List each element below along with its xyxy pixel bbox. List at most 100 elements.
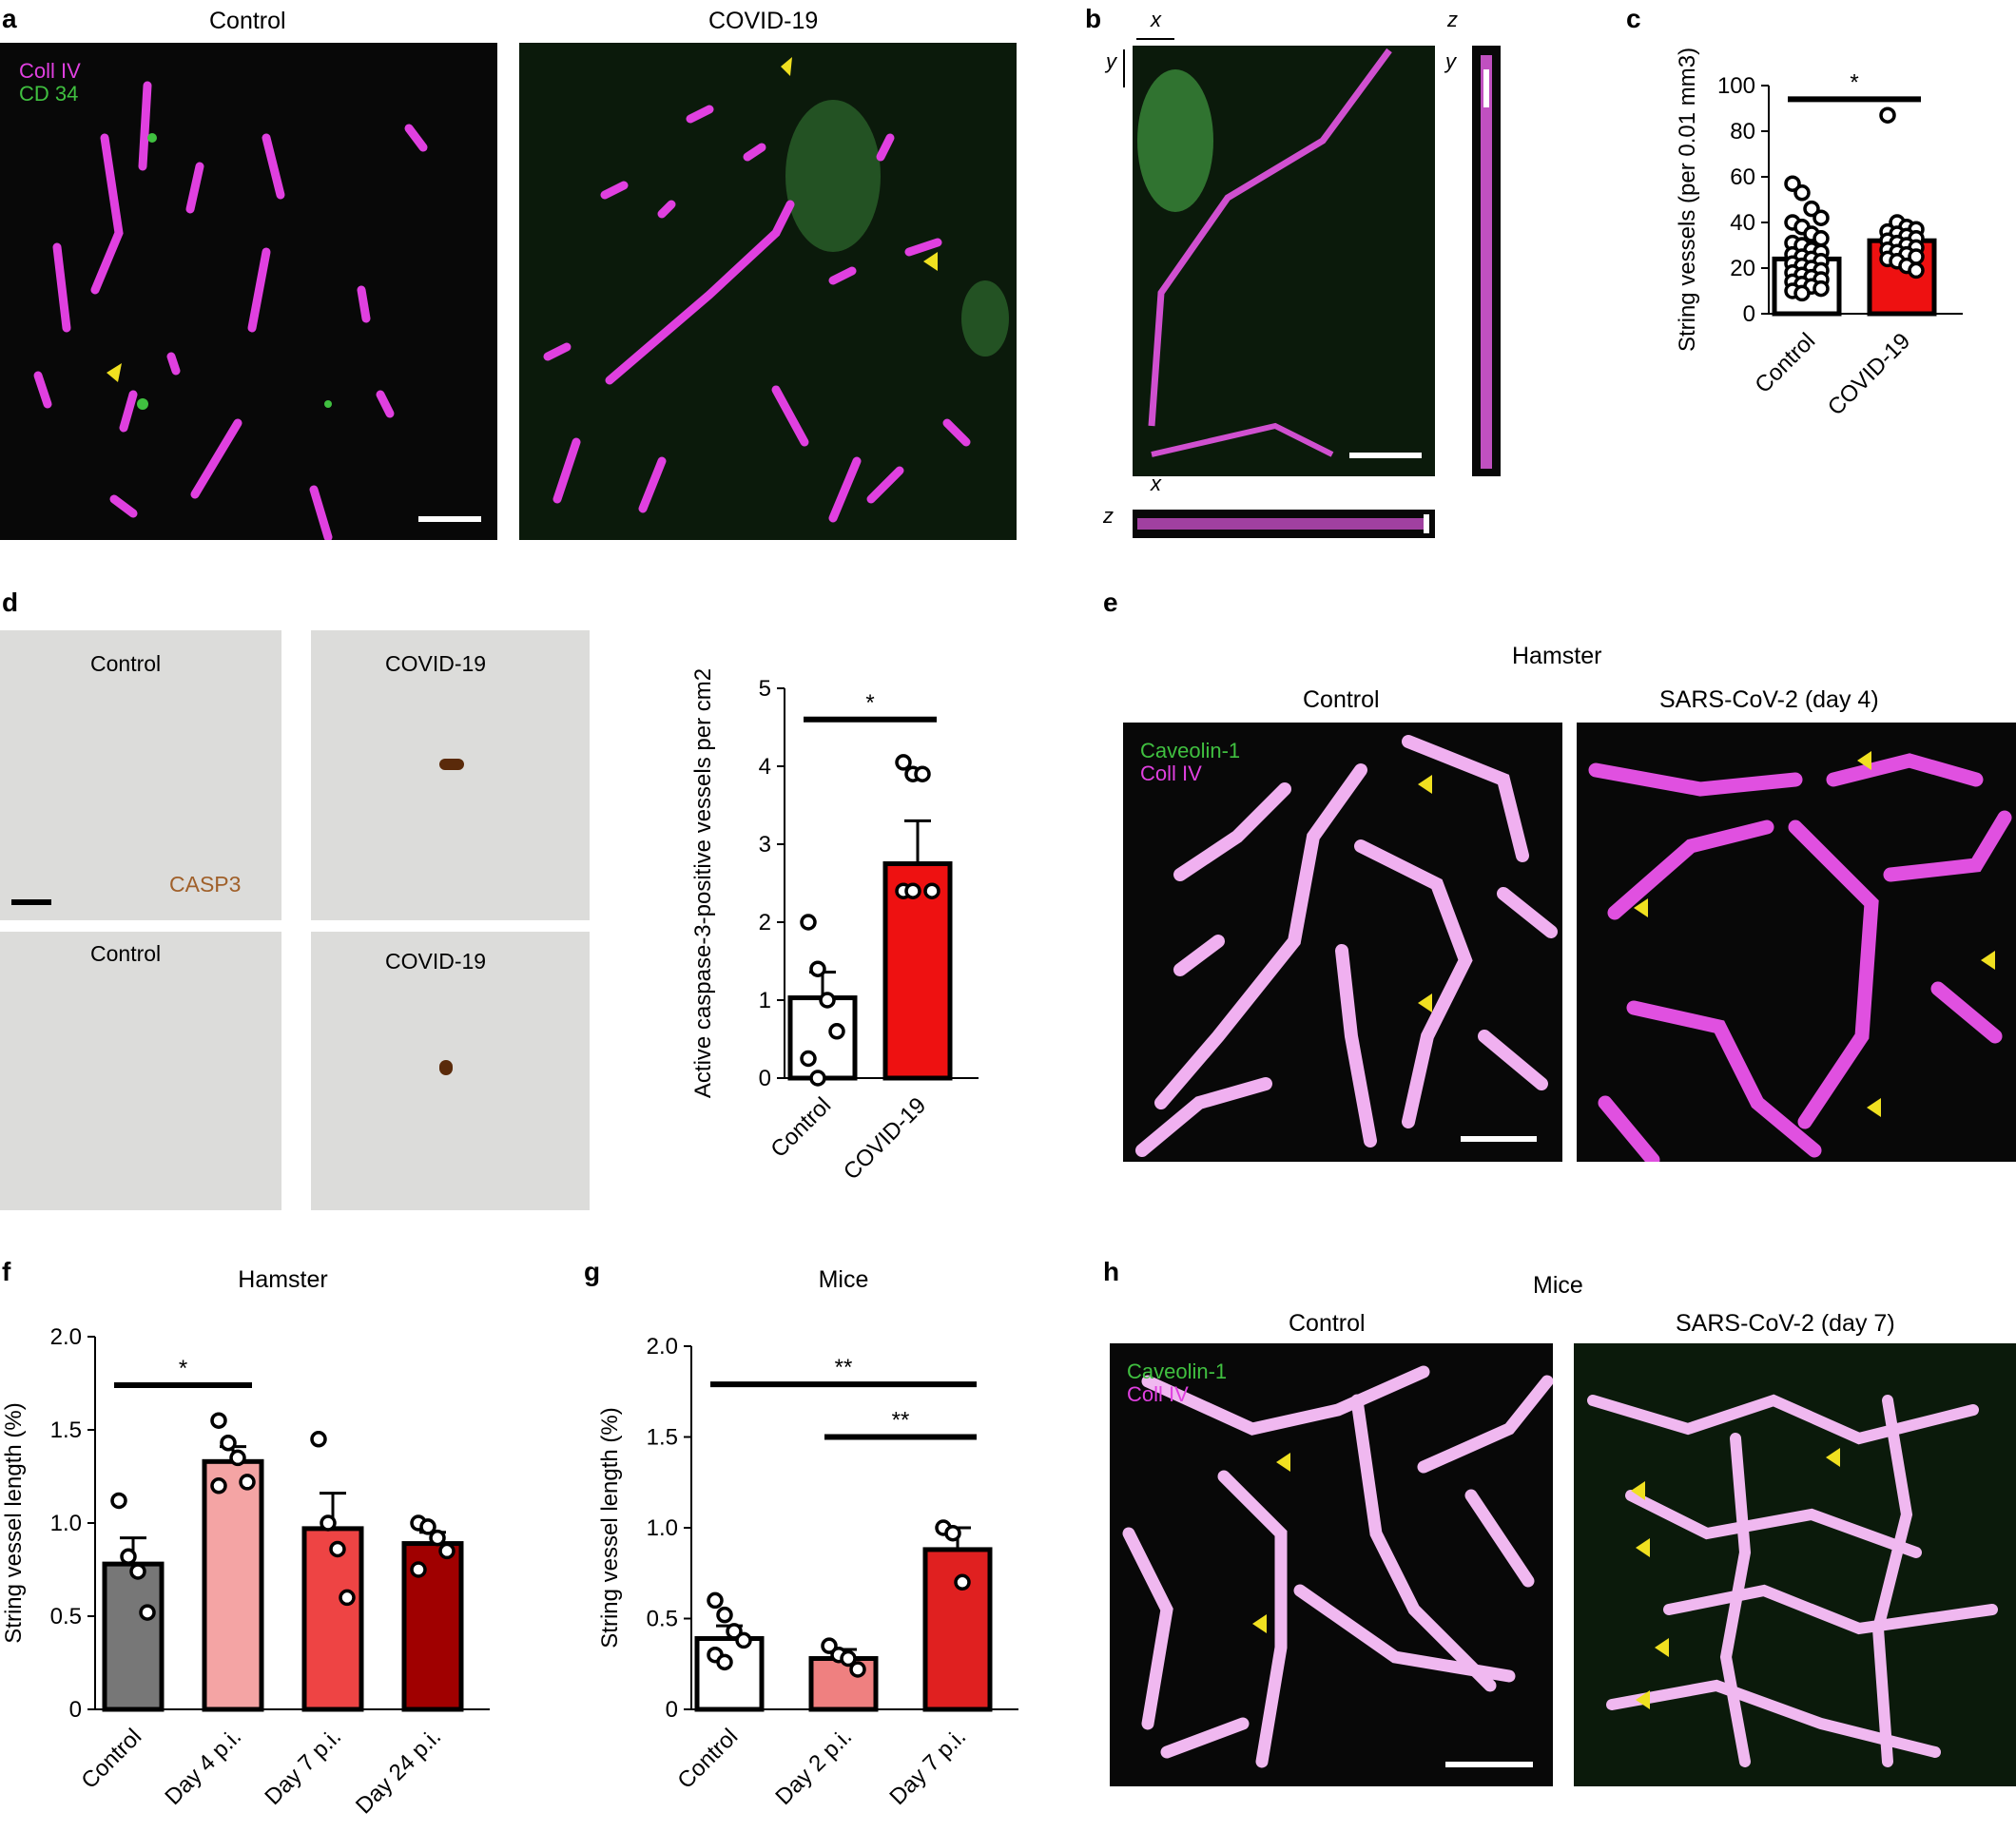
arrowhead-icon xyxy=(1631,1481,1645,1500)
data-point xyxy=(726,1623,743,1640)
chart-g: Mice 0 0.5 1.0 1.5 2.0 String vessel length (%… xyxy=(582,1264,1057,1827)
histology-label: Control xyxy=(90,941,162,966)
scale-bar xyxy=(1483,69,1489,107)
data-point xyxy=(800,1050,817,1068)
data-point xyxy=(1812,280,1830,298)
data-point xyxy=(110,1492,127,1510)
y-tick-label: 5 xyxy=(759,676,771,702)
data-point xyxy=(410,1561,427,1578)
data-point xyxy=(1793,184,1811,202)
panel-e-title: Hamster xyxy=(1512,643,1602,669)
vessel-image xyxy=(1122,1365,1553,1768)
arrowhead-icon xyxy=(923,252,938,271)
data-point xyxy=(1879,106,1896,124)
data-point xyxy=(809,1070,826,1087)
data-point xyxy=(120,1548,137,1566)
scale-bar xyxy=(1461,1136,1537,1142)
y-tick-label: 2.0 xyxy=(50,1324,82,1350)
scale-bar xyxy=(1424,514,1429,533)
panel-a-covid-title: COVID-19 xyxy=(708,8,819,34)
x-tick-label: Day 24 p.i. xyxy=(351,1724,446,1819)
panel-label-h: h xyxy=(1103,1257,1120,1286)
data-point xyxy=(139,1604,156,1621)
x-tick-label: Control xyxy=(766,1092,836,1163)
chart-title: Mice xyxy=(819,1266,869,1293)
y-tick-label: 60 xyxy=(1730,164,1755,190)
chart-d-svg: 0 1 2 3 4 5 Active caspase-3-positive vessels … xyxy=(690,668,979,1186)
arrowhead-icon xyxy=(1634,898,1648,917)
data-point xyxy=(895,754,912,771)
legend-coll-iv: Coll IV xyxy=(1140,762,1202,785)
data-point xyxy=(819,992,836,1009)
arrowhead-icon xyxy=(1276,1453,1290,1472)
y-axis-label: String vessel length (%) xyxy=(1,1402,27,1643)
y-tick-label: 0.5 xyxy=(647,1607,678,1632)
axis-label-x2: x xyxy=(1151,472,1161,495)
data-point xyxy=(429,1529,446,1547)
x-tick-label: COVID-19 xyxy=(839,1092,931,1185)
legend-caveolin: Caveolin-1 xyxy=(1127,1360,1228,1383)
arrowhead-icon xyxy=(781,57,792,76)
x-tick-label: Day 2 p.i. xyxy=(770,1724,857,1810)
panel-h-title: Mice xyxy=(1533,1272,1583,1299)
scale-bar xyxy=(1445,1762,1533,1767)
data-point xyxy=(1784,175,1801,192)
axis-label-z: z xyxy=(1447,8,1458,31)
data-point xyxy=(944,1524,961,1542)
bar xyxy=(202,1458,264,1712)
y-tick-label: 1 xyxy=(759,988,771,1013)
significance-label: * xyxy=(1850,69,1858,95)
arrowhead-icon xyxy=(1636,1538,1650,1557)
scale-bar xyxy=(1349,453,1422,458)
data-point xyxy=(129,1563,146,1580)
y-tick-label: 4 xyxy=(759,754,771,780)
legend-coll-iv: Coll IV xyxy=(19,59,81,83)
data-point xyxy=(800,914,817,931)
panel-e-sars-title: SARS-CoV-2 (day 4) xyxy=(1659,686,1879,713)
significance-label: * xyxy=(179,1356,187,1381)
panel-label-f: f xyxy=(2,1257,11,1286)
chart-d: 0 1 2 3 4 5 Active caspase-3-positive vessels … xyxy=(623,665,1003,1217)
arrow-y xyxy=(1123,49,1125,87)
axis-label-x: x xyxy=(1151,8,1161,31)
data-point xyxy=(1803,200,1820,218)
micrograph-b-xy xyxy=(1133,46,1435,476)
vessel-image xyxy=(1588,751,2012,1162)
chart-c-svg: 0 20 40 60 80 100 String vessels (per 0.01 mm3… xyxy=(1675,48,1963,421)
panel-e-control-title: Control xyxy=(1303,686,1380,713)
y-axis-label: String vessels (per 0.01 mm3) xyxy=(1675,48,1700,352)
micrograph-e-control: Caveolin-1 Coll IV xyxy=(1123,723,1562,1162)
arrowhead-icon xyxy=(1981,951,1995,970)
y-tick-label: 0.5 xyxy=(50,1604,82,1630)
y-tick-label: 3 xyxy=(759,832,771,858)
data-point xyxy=(828,1023,845,1040)
x-tick-label: Day 7 p.i. xyxy=(260,1724,346,1810)
y-tick-label: 0 xyxy=(759,1066,771,1091)
x-tick-label: Day 7 p.i. xyxy=(884,1724,971,1810)
y-tick-label: 40 xyxy=(1730,210,1755,236)
panel-label-d: d xyxy=(2,588,19,617)
data-point xyxy=(923,882,940,899)
micrograph-a-covid xyxy=(519,43,1017,540)
bar xyxy=(102,1561,165,1712)
legend-caveolin: Caveolin-1 xyxy=(1140,739,1241,762)
data-point xyxy=(716,1606,733,1624)
x-tick-label: Control xyxy=(1750,328,1820,398)
panel-h-sars-title: SARS-CoV-2 (day 7) xyxy=(1676,1310,1895,1337)
bar xyxy=(922,1547,993,1712)
chart-f: Hamster 0 0.5 1.0 1.5 2.0 String vessel length… xyxy=(0,1264,533,1827)
data-point xyxy=(419,1518,436,1535)
bar xyxy=(882,861,953,1081)
data-point xyxy=(716,1653,733,1671)
data-point xyxy=(1812,209,1830,226)
stain-label: CASP3 xyxy=(169,872,242,897)
data-point xyxy=(210,1412,227,1429)
micrograph-h-control: Caveolin-1 Coll IV xyxy=(1110,1343,1553,1786)
arrowhead-icon xyxy=(1655,1638,1669,1657)
data-point xyxy=(329,1540,346,1558)
arrowhead-icon xyxy=(1418,993,1432,1012)
arrowhead-icon xyxy=(1252,1614,1267,1633)
data-point xyxy=(821,1637,838,1654)
y-tick-label: 1.0 xyxy=(50,1511,82,1536)
chart-c: 0 20 40 60 80 100 String vessels (per 0.01 mm3… xyxy=(1655,38,2006,570)
